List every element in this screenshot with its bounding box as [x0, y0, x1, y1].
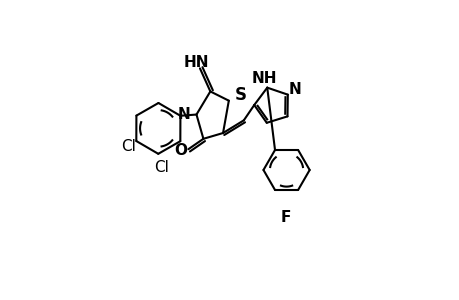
Text: O: O	[174, 143, 186, 158]
Text: N: N	[177, 107, 190, 122]
Text: N: N	[288, 82, 301, 97]
Text: HN: HN	[183, 55, 209, 70]
Text: F: F	[280, 210, 291, 225]
Text: Cl: Cl	[121, 140, 135, 154]
Text: Cl: Cl	[154, 160, 169, 175]
Text: S: S	[234, 86, 246, 104]
Text: NH: NH	[251, 71, 276, 86]
